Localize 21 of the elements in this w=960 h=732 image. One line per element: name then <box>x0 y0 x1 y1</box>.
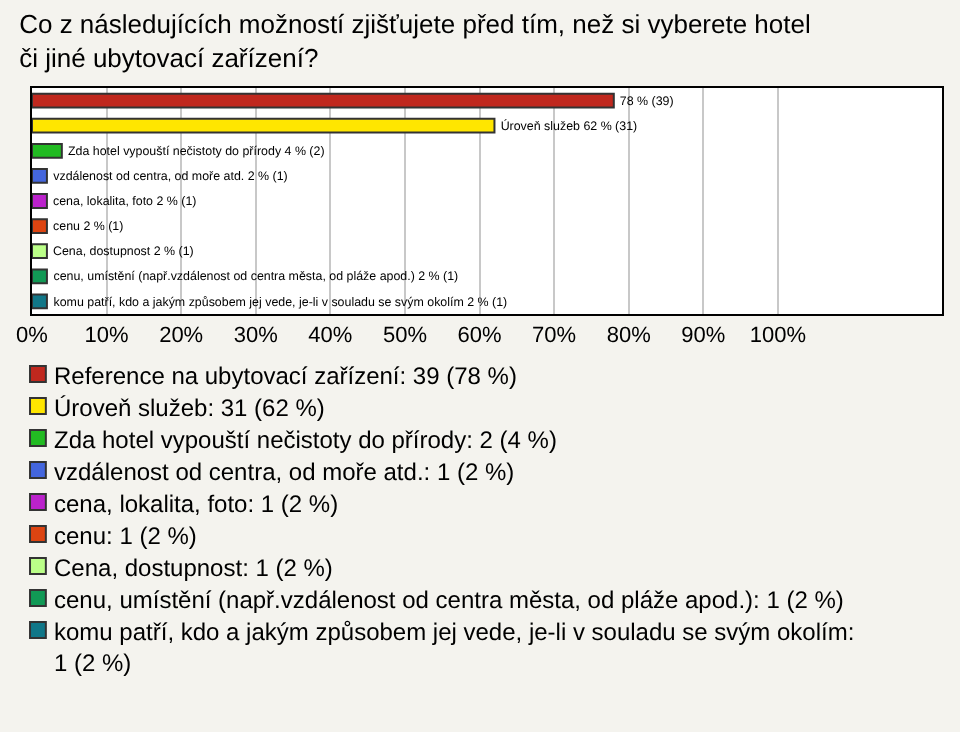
legend-label: Úroveň služeb: 31 (62 %) <box>54 394 325 422</box>
chart-title: Co z následujících možností zjišťujete před tím, než si vyberete hotel či jiné ubytovací zařízení? <box>19 8 811 73</box>
legend-label: vzdálenost od centra, od moře atd.: 1 (2 %) <box>54 458 515 486</box>
x-tick-label: 40% <box>308 324 353 349</box>
x-tick-label: 60% <box>457 324 502 349</box>
legend-label: komu patří, kdo a jakým způsobem jej vede, je-li v souladu se svým okolím: 1 (2 %) <box>54 618 855 678</box>
legend-label: Reference na ubytovací zařízení: 39 (78 %) <box>54 362 517 390</box>
legend-label: cenu, umístění (např.vzdálenost od centra města, od pláže apod.): 1 (2 %) <box>54 586 844 614</box>
legend-label: cenu: 1 (2 %) <box>54 522 197 550</box>
x-tick-label: 20% <box>159 324 204 349</box>
legend-label: Cena, dostupnost: 1 (2 %) <box>54 554 333 582</box>
x-tick-label: 50% <box>382 324 428 349</box>
x-tick-label: 0% <box>16 324 49 349</box>
x-tick-label: 100% <box>749 324 807 349</box>
legend-label: cena, lokalita, foto: 1 (2 %) <box>54 490 339 518</box>
x-tick-label: 80% <box>606 324 652 349</box>
x-tick-label: 30% <box>233 324 279 349</box>
x-tick-label: 70% <box>532 324 577 349</box>
x-tick-label: 90% <box>681 324 726 349</box>
x-tick-label: 10% <box>84 324 130 349</box>
legend-label: Zda hotel vypouští nečistoty do přírody: 2 (4 %) <box>54 426 557 454</box>
